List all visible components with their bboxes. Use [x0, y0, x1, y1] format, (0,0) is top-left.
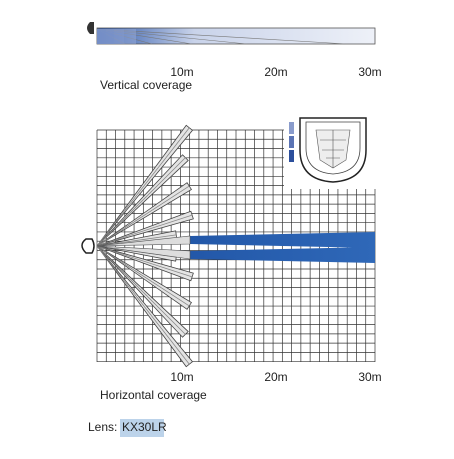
- distance-label: 10m: [170, 65, 193, 79]
- distance-label: 10m: [170, 370, 193, 384]
- zone-beam-axis: [96, 214, 193, 247]
- sensor-icon: [81, 238, 95, 254]
- sensor-side-icon: [87, 22, 94, 34]
- inset: [284, 113, 376, 189]
- distance-label: 30m: [358, 65, 381, 79]
- inset-bar: [289, 122, 294, 134]
- distance-label: 20m: [264, 65, 287, 79]
- zone-beam-axis: [96, 245, 190, 307]
- vertical-beam: [96, 28, 348, 45]
- zone-beam-axis: [96, 245, 186, 335]
- horizontal-beams: [96, 124, 375, 368]
- sensor-inner: [305, 121, 361, 175]
- lens-value: KX30LR: [122, 420, 167, 434]
- lens-highlight: [120, 419, 164, 437]
- zone-beam-axis: [96, 127, 190, 247]
- zone-beam-axis: [96, 157, 186, 247]
- distance-label: 20m: [264, 370, 287, 384]
- zone-beam-axis: [96, 245, 190, 365]
- vertical-strip: [87, 22, 376, 45]
- lens-lines: [320, 130, 346, 168]
- lens-label: Lens:: [88, 420, 117, 434]
- caption: Horizontal coverage: [100, 388, 207, 402]
- vertical-zone: [97, 29, 136, 44]
- inset-bar: [289, 150, 294, 162]
- long-beam-near: [96, 235, 191, 247]
- distance-label: 30m: [358, 370, 381, 384]
- zone-beam-axis: [96, 185, 190, 247]
- caption: Vertical coverage: [100, 78, 192, 92]
- long-beam-near: [96, 245, 191, 260]
- zone-beam-axis: [96, 234, 177, 247]
- zone-beam-axis: [96, 245, 193, 278]
- inset-bar: [289, 136, 294, 148]
- vertical-area: [96, 27, 376, 45]
- vertical-beams: [96, 28, 348, 45]
